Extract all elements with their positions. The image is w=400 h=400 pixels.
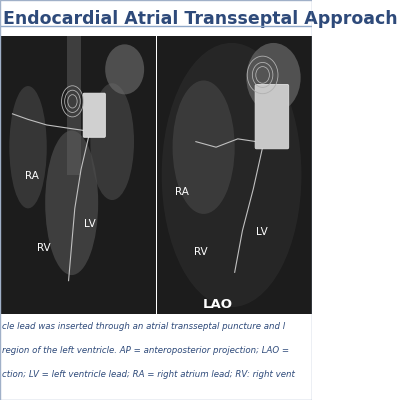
Ellipse shape (45, 130, 98, 275)
Text: LV: LV (256, 227, 268, 237)
Ellipse shape (162, 43, 302, 307)
Bar (67, 36, 81, 175)
Ellipse shape (172, 80, 235, 214)
Text: Endocardial Atrial Transseptal Approach: Endocardial Atrial Transseptal Approach (3, 10, 398, 28)
Text: cle lead was inserted through an atrial transseptal puncture and l: cle lead was inserted through an atrial … (2, 322, 285, 331)
Ellipse shape (105, 44, 144, 94)
Text: ction; LV = left ventricle lead; RA = right atrium lead; RV: right vent: ction; LV = left ventricle lead; RA = ri… (2, 370, 294, 379)
Text: LV: LV (84, 219, 96, 229)
Text: RV: RV (194, 247, 207, 257)
Text: region of the left ventricle. AP = anteroposterior projection; LAO =: region of the left ventricle. AP = anter… (2, 346, 289, 355)
Text: RA: RA (25, 171, 39, 181)
FancyBboxPatch shape (83, 93, 105, 137)
Bar (0, 36, 156, 314)
Ellipse shape (9, 86, 47, 208)
Text: LAO: LAO (203, 298, 233, 310)
FancyBboxPatch shape (255, 84, 289, 149)
Ellipse shape (246, 43, 301, 112)
Text: RA: RA (175, 187, 189, 197)
Ellipse shape (90, 83, 134, 200)
Text: RV: RV (38, 243, 51, 253)
Bar (157, 36, 312, 314)
